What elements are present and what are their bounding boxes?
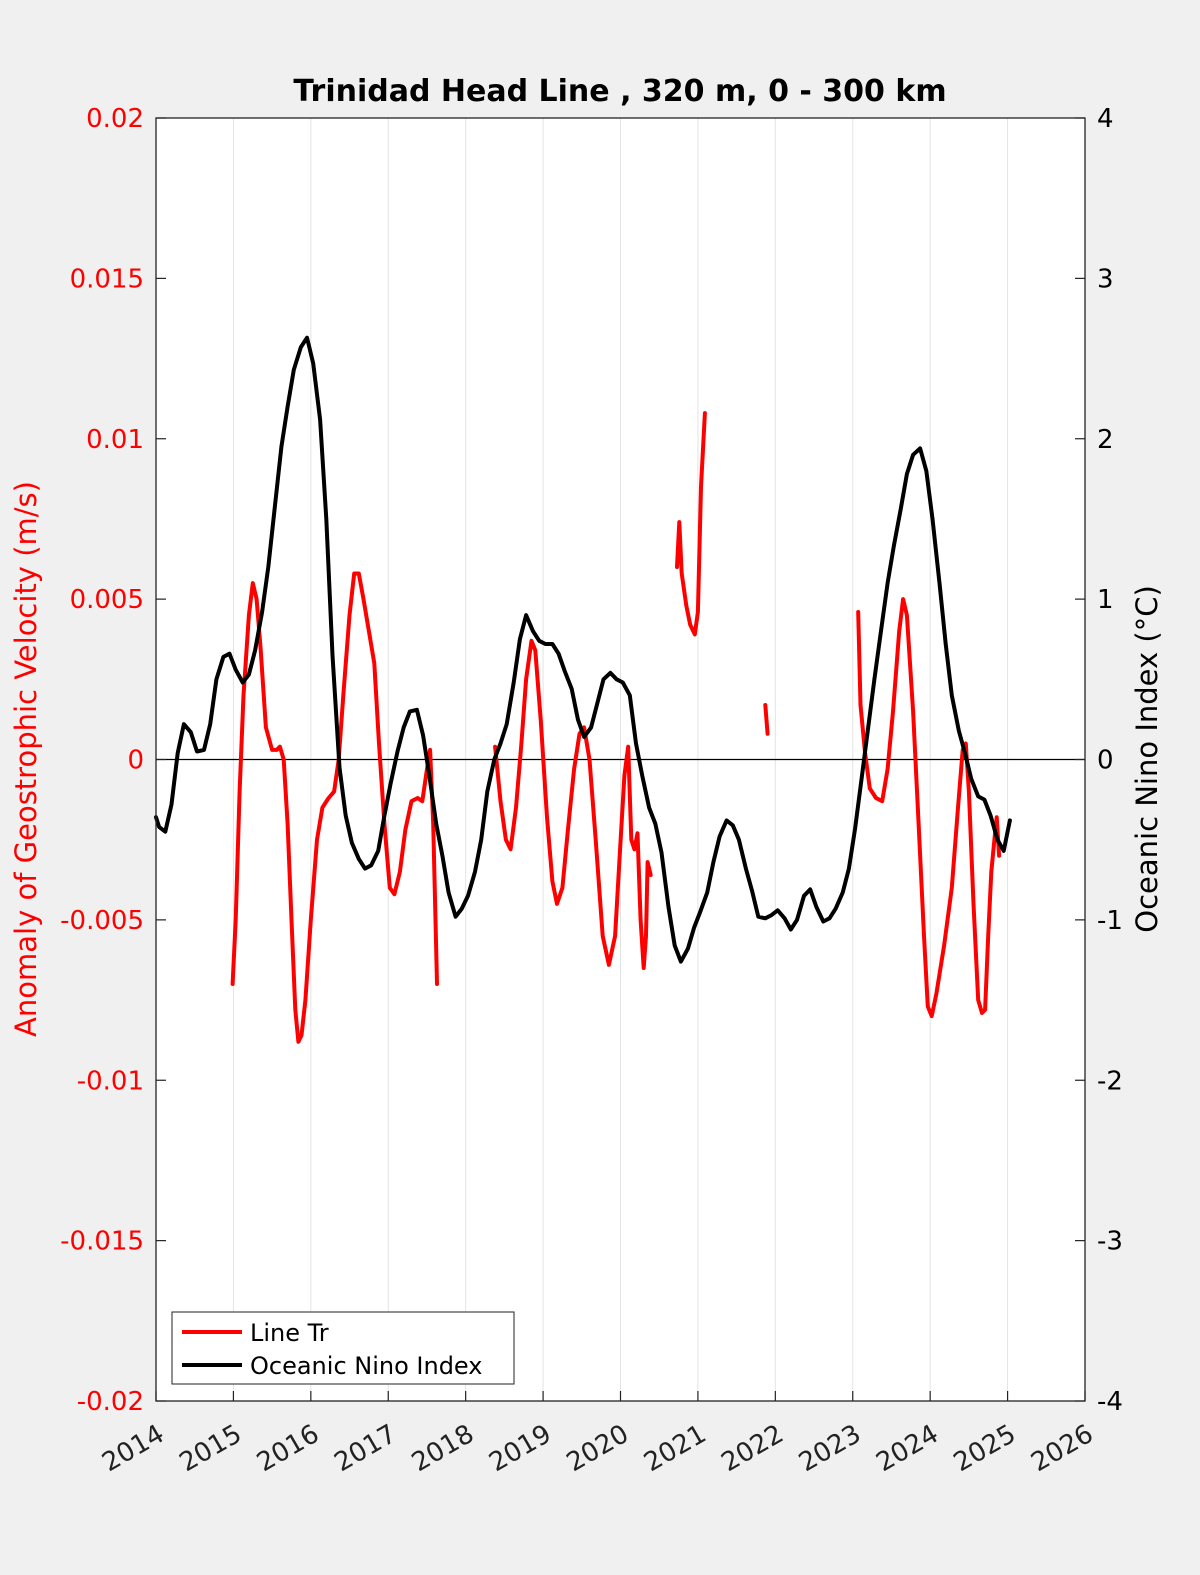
y-tick-label-left: 0.02 — [86, 104, 144, 134]
y-tick-label-left: 0 — [127, 746, 144, 776]
x-tick-label: 2017 — [329, 1419, 401, 1478]
y-tick-label-left: -0.01 — [77, 1066, 144, 1096]
y-tick-label-right: 1 — [1097, 585, 1114, 615]
y-tick-label-right: -2 — [1097, 1066, 1123, 1096]
series-line-line-tr — [675, 411, 707, 637]
x-tick-label: 2020 — [562, 1419, 634, 1478]
x-tick-label: 2025 — [949, 1419, 1021, 1478]
y-tick-label-right: 4 — [1097, 104, 1114, 134]
series-line-line-tr — [856, 597, 1002, 1019]
x-tick-label: 2021 — [639, 1419, 711, 1478]
y-tick-label-right: 3 — [1097, 264, 1114, 294]
x-tick-label: 2022 — [717, 1419, 789, 1478]
y-tick-label-left: -0.02 — [77, 1387, 144, 1417]
y-tick-label-right: 2 — [1097, 425, 1114, 455]
y-tick-label-left: -0.015 — [60, 1227, 144, 1257]
y-axis-label-left: Anomaly of Geostrophic Velocity (m/s) — [9, 481, 43, 1037]
series-line-line-tr — [230, 571, 439, 1044]
legend: Line Tr Oceanic Nino Index — [171, 1311, 515, 1385]
x-tick-label: 2026 — [1026, 1419, 1098, 1478]
x-tick-label: 2023 — [794, 1419, 866, 1478]
y-tick-label-left: 0.015 — [70, 264, 144, 294]
y-tick-label-right: -1 — [1097, 906, 1123, 936]
chart-title: Trinidad Head Line , 320 m, 0 - 300 km — [293, 74, 946, 109]
series-lines — [154, 335, 1012, 1044]
y-tick-label-left: 0.01 — [86, 425, 144, 455]
x-tick-label: 2016 — [252, 1419, 324, 1478]
x-tick-label: 2018 — [407, 1419, 479, 1478]
x-tick-label: 2024 — [871, 1419, 943, 1478]
y-axis-label-right: Oceanic Nino Index (°C) — [1130, 585, 1164, 933]
x-tick-label: 2015 — [175, 1419, 247, 1478]
x-tick-label: 2014 — [97, 1419, 169, 1478]
legend-box — [171, 1311, 515, 1385]
y-tick-label-right: 0 — [1097, 746, 1114, 776]
legend-label-line-tr: Line Tr — [250, 1319, 329, 1347]
y-tick-label-left: 0.005 — [70, 585, 144, 615]
legend-label-oni: Oceanic Nino Index — [250, 1352, 482, 1380]
y-tick-label-left: -0.005 — [60, 906, 144, 936]
series-line-oceanic-nino-index — [154, 335, 1012, 964]
y-tick-label-right: -4 — [1097, 1387, 1123, 1417]
y-tick-label-right: -3 — [1097, 1227, 1123, 1257]
x-tick-label: 2019 — [484, 1419, 556, 1478]
series-line-line-tr — [763, 703, 770, 736]
